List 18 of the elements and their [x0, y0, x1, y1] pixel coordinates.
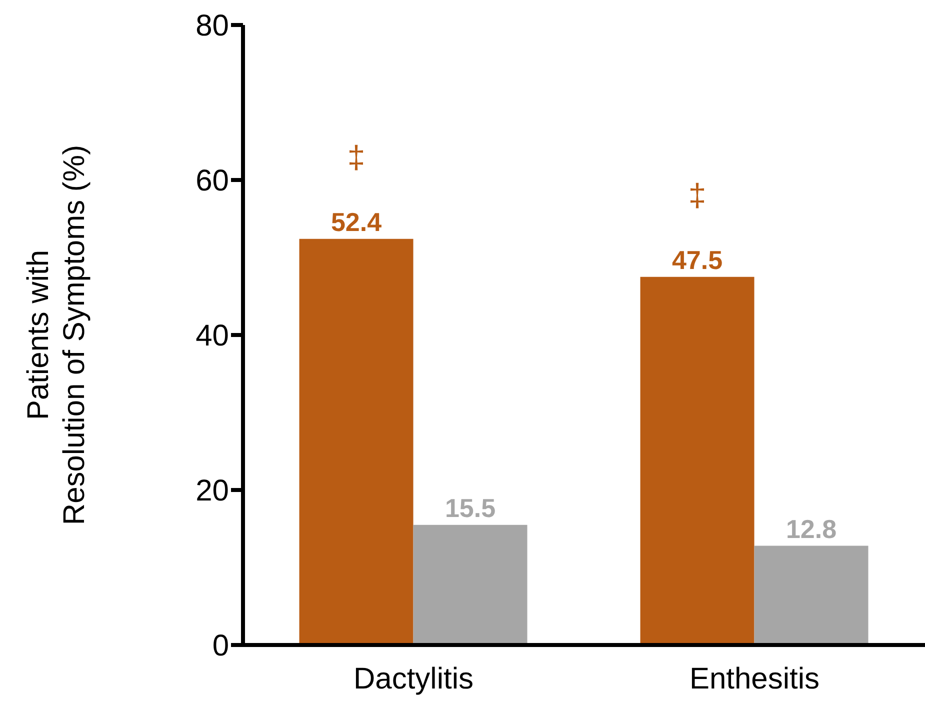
- x-tick-label: Dactylitis: [353, 662, 474, 696]
- y-tick-label: 40: [196, 320, 229, 353]
- bar: [413, 524, 528, 645]
- x-tick-label: Enthesitis: [689, 662, 820, 696]
- bar: [754, 546, 868, 645]
- y-tick-label: 60: [196, 164, 229, 198]
- data-label: 15.5: [444, 492, 496, 523]
- y-tick-label: 0: [212, 630, 229, 663]
- annotation: ‡: [347, 138, 366, 175]
- y-tick-label: 80: [196, 10, 229, 43]
- annotation: ‡: [688, 176, 706, 213]
- bar: [640, 276, 754, 645]
- data-label: 52.4: [330, 206, 382, 237]
- y-tick-label: 20: [196, 474, 229, 508]
- data-label: 47.5: [672, 244, 723, 275]
- y-axis-title: Patients with Resolution of Symptoms (%): [22, 144, 91, 526]
- bar: [299, 238, 414, 645]
- data-label: 12.8: [786, 514, 837, 544]
